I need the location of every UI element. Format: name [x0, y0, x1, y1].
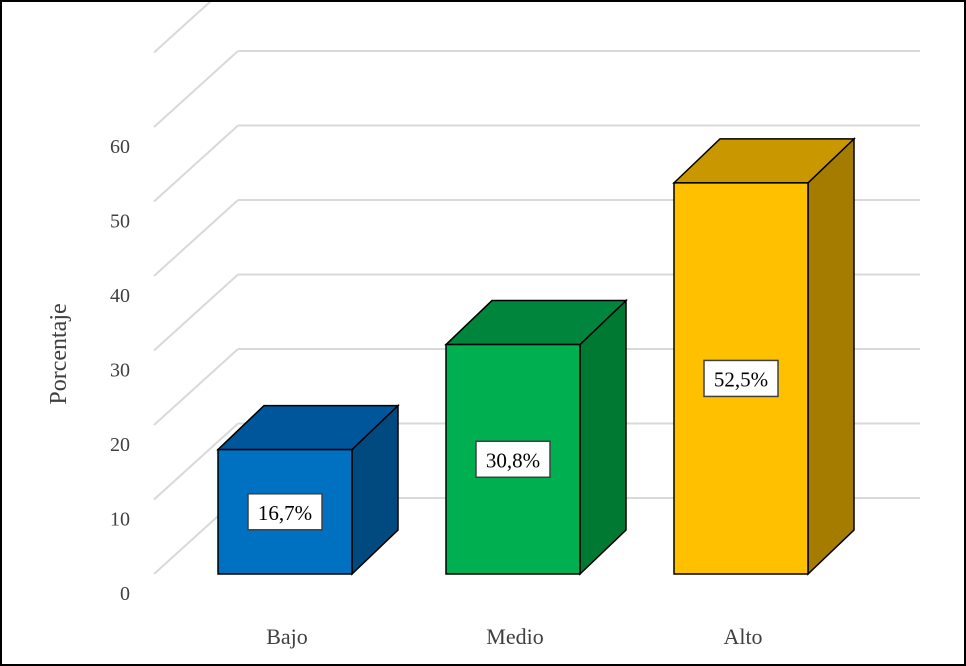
y-tick-label: 0 [120, 583, 130, 605]
y-tick-label: 50 [110, 211, 130, 233]
y-axis-ticks: 0 10 20 30 40 50 60 [110, 136, 130, 605]
bar-side-face [579, 298, 627, 576]
gridline-side [153, 273, 239, 352]
bar-bajo: 16,7% [216, 403, 400, 576]
y-tick-label: 30 [110, 360, 130, 382]
x-category-label: Bajo [266, 624, 308, 649]
bar-front-face [673, 182, 809, 575]
y-tick-label: 40 [110, 285, 130, 307]
y-tick-label: 10 [110, 509, 130, 531]
data-label-box [247, 493, 323, 531]
gridline-side [153, 2, 212, 54]
gridline-side [153, 348, 239, 426]
data-label: 16,7% [258, 501, 312, 525]
data-label-box [703, 359, 779, 398]
y-tick-label: 20 [110, 434, 130, 456]
bar-side-face [807, 137, 855, 576]
gridline-side [153, 50, 239, 128]
y-tick-label: 60 [110, 136, 130, 158]
data-label-box [475, 440, 551, 479]
data-label: 52,5% [714, 367, 768, 391]
data-label: 30,8% [486, 448, 540, 472]
bar-medio: 30,8% [444, 298, 628, 576]
gridline-side [153, 124, 239, 203]
gridline-side [153, 199, 239, 277]
x-axis-category-labels: Bajo Medio Alto [266, 624, 762, 649]
y-axis-title: Porcentaje [46, 303, 72, 404]
bar-alto: 52,5% [672, 137, 856, 576]
bars: 16,7% 30,8% 52,5% [216, 137, 856, 576]
gridline-side [153, 422, 239, 501]
x-category-label: Medio [486, 624, 543, 649]
x-category-label: Alto [723, 624, 762, 649]
